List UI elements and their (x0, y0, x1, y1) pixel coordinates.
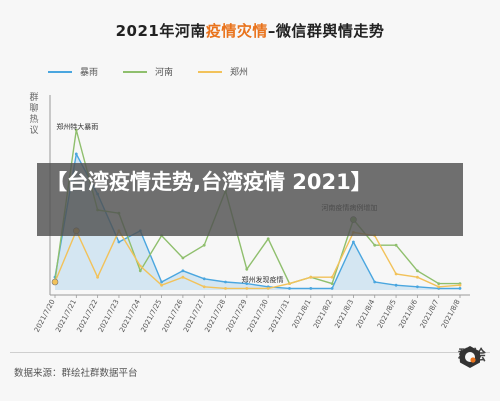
caption-overlay (37, 163, 463, 236)
x-tick-label: 2021/7/28 (203, 298, 227, 333)
data-point-rainstorm (181, 269, 185, 273)
data-point-zhengzhou (96, 275, 99, 279)
data-point-zhengzhou (394, 272, 398, 276)
line-chart: 群聊热议暴雨河南郑州郑州特大暴雨河南疫情病例增加郑州发现疫情2021/7/202… (29, 66, 470, 334)
data-point-rainstorm (458, 287, 462, 290)
x-tick-label: 2021/8/8 (440, 298, 462, 330)
x-tick-label: 2021/7/22 (75, 298, 99, 333)
x-tick-label: 2021/7/25 (139, 298, 163, 333)
data-point-henan (394, 243, 398, 247)
data-point-henan (202, 243, 206, 247)
data-point-zhengzhou (181, 275, 185, 279)
data-point-henan (266, 237, 270, 241)
data-point-rainstorm (117, 240, 121, 244)
highlight-marker (51, 278, 59, 286)
x-tick-label: 2021/7/26 (161, 298, 185, 334)
annotation-label: 郑州特大暴雨 (56, 122, 98, 131)
data-point-zhengzhou (266, 287, 270, 290)
legend-label-henan: 河南 (155, 66, 173, 78)
y-axis-label-char: 群 (29, 91, 38, 103)
chart-title: 2021年河南疫情灾情–微信群舆情走势 (0, 20, 500, 41)
data-point-rainstorm (245, 282, 249, 285)
data-point-henan (245, 267, 249, 271)
series-line-rainstorm (54, 151, 460, 290)
data-point-zhengzhou (160, 283, 164, 287)
x-tick-label: 2021/8/1 (291, 298, 313, 330)
caption-overlay-text: 【台湾疫情走势,台湾疫情 2021】 (46, 170, 372, 194)
x-tick-label: 2021/7/31 (267, 298, 291, 333)
data-point-rainstorm (74, 152, 78, 156)
x-tick-label: 2021/8/7 (419, 298, 441, 330)
x-tick-label: 2021/7/30 (246, 298, 270, 333)
data-point-rainstorm (202, 277, 206, 281)
data-point-zhengzhou (330, 275, 334, 279)
data-point-henan (74, 128, 78, 132)
x-tick-label: 2021/8/4 (355, 298, 377, 330)
data-point-rainstorm (373, 280, 377, 284)
data-point-zhengzhou (288, 282, 291, 285)
hexagon-logo-icon (460, 346, 480, 368)
data-point-rainstorm (330, 287, 334, 290)
title-suffix: –微信群舆情走势 (267, 22, 385, 40)
data-point-rainstorm (394, 283, 398, 287)
title-highlight: 疫情灾情 (205, 22, 268, 40)
y-axis-label-char: 聊 (29, 102, 38, 114)
data-point-zhengzhou (437, 285, 441, 289)
data-point-rainstorm (416, 285, 419, 289)
data-point-zhengzhou (245, 287, 249, 290)
data-point-zhengzhou (224, 287, 227, 290)
x-tick-label: 2021/8/2 (312, 298, 334, 330)
data-point-henan (138, 269, 142, 273)
series-area-rainstorm (55, 154, 460, 290)
x-tick-label: 2021/8/5 (376, 298, 398, 330)
x-tick-label: 2021/7/20 (33, 298, 57, 333)
data-point-henan (437, 282, 441, 285)
legend-label-rainstorm: 暴雨 (80, 67, 98, 78)
data-source: 数据来源：群绘社群数据平台 (14, 368, 138, 379)
data-point-zhengzhou (458, 283, 462, 287)
x-tick-label: 2021/8/6 (397, 298, 419, 330)
data-point-rainstorm (160, 280, 164, 284)
title-prefix: 2021年河南 (115, 22, 206, 40)
x-tick-label: 2021/7/27 (182, 298, 206, 333)
data-point-henan (181, 256, 185, 260)
data-point-rainstorm (352, 240, 355, 244)
data-point-zhengzhou (416, 275, 419, 279)
data-point-henan (330, 282, 334, 285)
x-tick-label: 2021/8/3 (333, 298, 355, 330)
data-point-henan (373, 243, 377, 247)
annotation-label: 郑州发现疫情 (241, 275, 283, 284)
x-tick-label: 2021/7/23 (97, 298, 121, 333)
data-point-rainstorm (224, 280, 227, 284)
series-line-zhengzhou (54, 229, 461, 290)
data-point-rainstorm (288, 287, 291, 290)
x-tick-label: 2021/7/21 (54, 298, 78, 333)
brand-logo: 群绘 (458, 345, 486, 368)
data-point-rainstorm (309, 287, 313, 290)
data-point-zhengzhou (138, 264, 142, 268)
y-axis-label-char: 热 (29, 113, 38, 125)
footer-divider (10, 352, 490, 353)
data-point-zhengzhou (202, 285, 206, 289)
x-tick-label: 2021/7/24 (118, 298, 142, 334)
x-tick-label: 2021/7/29 (225, 298, 249, 333)
y-axis-label-char: 议 (29, 125, 38, 136)
legend-label-zhengzhou: 郑州 (230, 66, 248, 78)
data-point-henan (416, 269, 419, 273)
data-point-zhengzhou (309, 275, 313, 279)
